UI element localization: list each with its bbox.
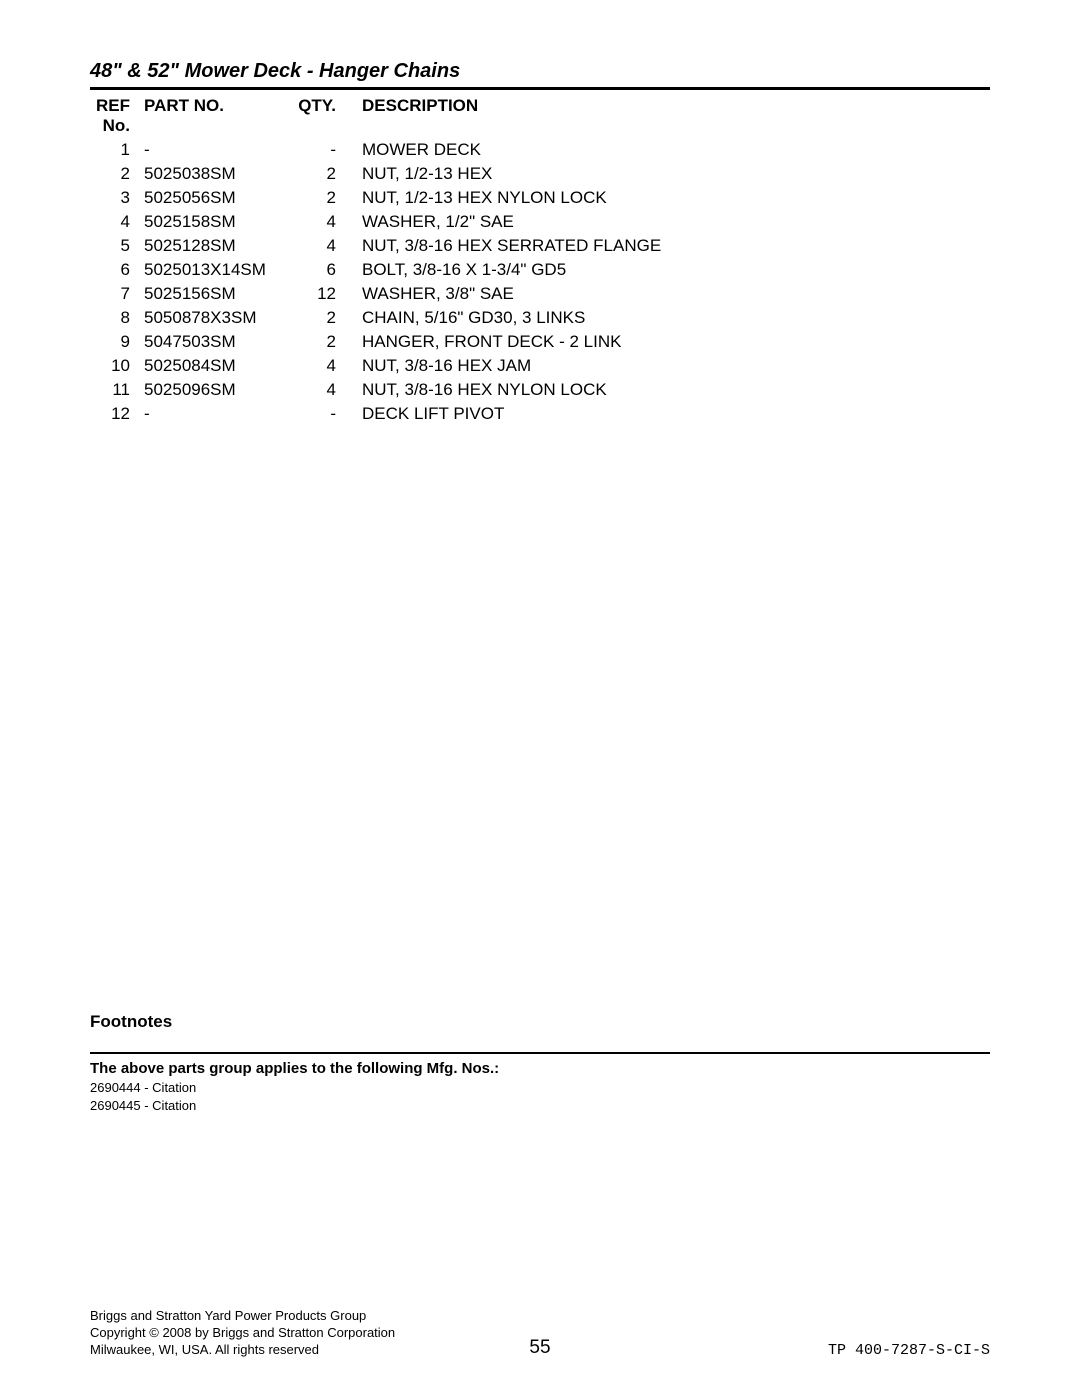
- col-header-desc: DESCRIPTION: [350, 94, 990, 138]
- table-row: 95047503SM2HANGER, FRONT DECK - 2 LINK: [90, 330, 990, 354]
- cell-qty: 2: [294, 162, 350, 186]
- cell-ref: 5: [90, 234, 144, 258]
- cell-part: -: [144, 402, 294, 426]
- table-row: 65025013X14SM6BOLT, 3/8-16 X 1-3/4" GD5: [90, 258, 990, 282]
- footer-line1: Briggs and Stratton Yard Power Products …: [90, 1308, 395, 1325]
- footnotes-rule: [90, 1052, 990, 1054]
- mfg-line: 2690444 - Citation: [90, 1079, 990, 1097]
- cell-desc: BOLT, 3/8-16 X 1-3/4" GD5: [350, 258, 990, 282]
- cell-qty: 2: [294, 306, 350, 330]
- cell-desc: HANGER, FRONT DECK - 2 LINK: [350, 330, 990, 354]
- cell-part: 5025084SM: [144, 354, 294, 378]
- cell-ref: 1: [90, 138, 144, 162]
- applies-heading: The above parts group applies to the fol…: [90, 1060, 990, 1077]
- cell-ref: 8: [90, 306, 144, 330]
- cell-qty: 4: [294, 210, 350, 234]
- col-header-qty: QTY.: [294, 94, 350, 138]
- table-row: 45025158SM4WASHER, 1/2" SAE: [90, 210, 990, 234]
- footnotes-block: Footnotes The above parts group applies …: [90, 1012, 990, 1114]
- table-row: 115025096SM4NUT, 3/8-16 HEX NYLON LOCK: [90, 378, 990, 402]
- cell-qty: 12: [294, 282, 350, 306]
- footer-line2: Copyright © 2008 by Briggs and Stratton …: [90, 1325, 395, 1342]
- cell-part: -: [144, 138, 294, 162]
- footer-line3: Milwaukee, WI, USA. All rights reserved: [90, 1342, 395, 1359]
- col-header-ref: REF No.: [90, 94, 144, 138]
- parts-table: REF No. PART NO. QTY. DESCRIPTION 1--MOW…: [90, 94, 990, 426]
- cell-qty: 2: [294, 186, 350, 210]
- cell-ref: 10: [90, 354, 144, 378]
- cell-ref: 9: [90, 330, 144, 354]
- cell-part: 5025096SM: [144, 378, 294, 402]
- page-footer: Briggs and Stratton Yard Power Products …: [90, 1308, 990, 1359]
- cell-qty: -: [294, 138, 350, 162]
- cell-qty: 4: [294, 378, 350, 402]
- cell-ref: 2: [90, 162, 144, 186]
- cell-desc: NUT, 1/2-13 HEX NYLON LOCK: [350, 186, 990, 210]
- col-header-part: PART NO.: [144, 94, 294, 138]
- footer-left: Briggs and Stratton Yard Power Products …: [90, 1308, 395, 1359]
- table-row: 25025038SM2NUT, 1/2-13 HEX: [90, 162, 990, 186]
- cell-ref: 6: [90, 258, 144, 282]
- cell-desc: MOWER DECK: [350, 138, 990, 162]
- cell-ref: 7: [90, 282, 144, 306]
- cell-part: 5025158SM: [144, 210, 294, 234]
- cell-ref: 4: [90, 210, 144, 234]
- table-row: 12--DECK LIFT PIVOT: [90, 402, 990, 426]
- table-row: 1--MOWER DECK: [90, 138, 990, 162]
- cell-part: 5025013X14SM: [144, 258, 294, 282]
- cell-desc: NUT, 3/8-16 HEX NYLON LOCK: [350, 378, 990, 402]
- cell-part: 5025128SM: [144, 234, 294, 258]
- mfg-line: 2690445 - Citation: [90, 1097, 990, 1115]
- cell-desc: NUT, 3/8-16 HEX JAM: [350, 354, 990, 378]
- cell-desc: CHAIN, 5/16" GD30, 3 LINKS: [350, 306, 990, 330]
- cell-desc: WASHER, 1/2" SAE: [350, 210, 990, 234]
- cell-qty: 6: [294, 258, 350, 282]
- cell-qty: 4: [294, 234, 350, 258]
- cell-qty: 4: [294, 354, 350, 378]
- cell-part: 5025038SM: [144, 162, 294, 186]
- cell-ref: 12: [90, 402, 144, 426]
- cell-desc: NUT, 1/2-13 HEX: [350, 162, 990, 186]
- mfg-list: 2690444 - Citation2690445 - Citation: [90, 1079, 990, 1114]
- cell-desc: WASHER, 3/8" SAE: [350, 282, 990, 306]
- section-title: 48" & 52" Mower Deck - Hanger Chains: [90, 60, 990, 83]
- cell-part: 5047503SM: [144, 330, 294, 354]
- table-row: 85050878X3SM2CHAIN, 5/16" GD30, 3 LINKS: [90, 306, 990, 330]
- title-rule: [90, 87, 990, 90]
- cell-desc: NUT, 3/8-16 HEX SERRATED FLANGE: [350, 234, 990, 258]
- cell-part: 5025056SM: [144, 186, 294, 210]
- table-row: 55025128SM4NUT, 3/8-16 HEX SERRATED FLAN…: [90, 234, 990, 258]
- cell-part: 5050878X3SM: [144, 306, 294, 330]
- cell-qty: 2: [294, 330, 350, 354]
- table-row: 105025084SM4NUT, 3/8-16 HEX JAM: [90, 354, 990, 378]
- document-number: TP 400-7287-S-CI-S: [828, 1342, 990, 1359]
- table-row: 75025156SM12WASHER, 3/8" SAE: [90, 282, 990, 306]
- cell-qty: -: [294, 402, 350, 426]
- cell-ref: 11: [90, 378, 144, 402]
- footnotes-heading: Footnotes: [90, 1012, 990, 1032]
- parts-table-body: 1--MOWER DECK25025038SM2NUT, 1/2-13 HEX3…: [90, 138, 990, 426]
- cell-desc: DECK LIFT PIVOT: [350, 402, 990, 426]
- cell-ref: 3: [90, 186, 144, 210]
- table-header-row: REF No. PART NO. QTY. DESCRIPTION: [90, 94, 990, 138]
- page-number: 55: [529, 1337, 550, 1359]
- table-row: 35025056SM2NUT, 1/2-13 HEX NYLON LOCK: [90, 186, 990, 210]
- cell-part: 5025156SM: [144, 282, 294, 306]
